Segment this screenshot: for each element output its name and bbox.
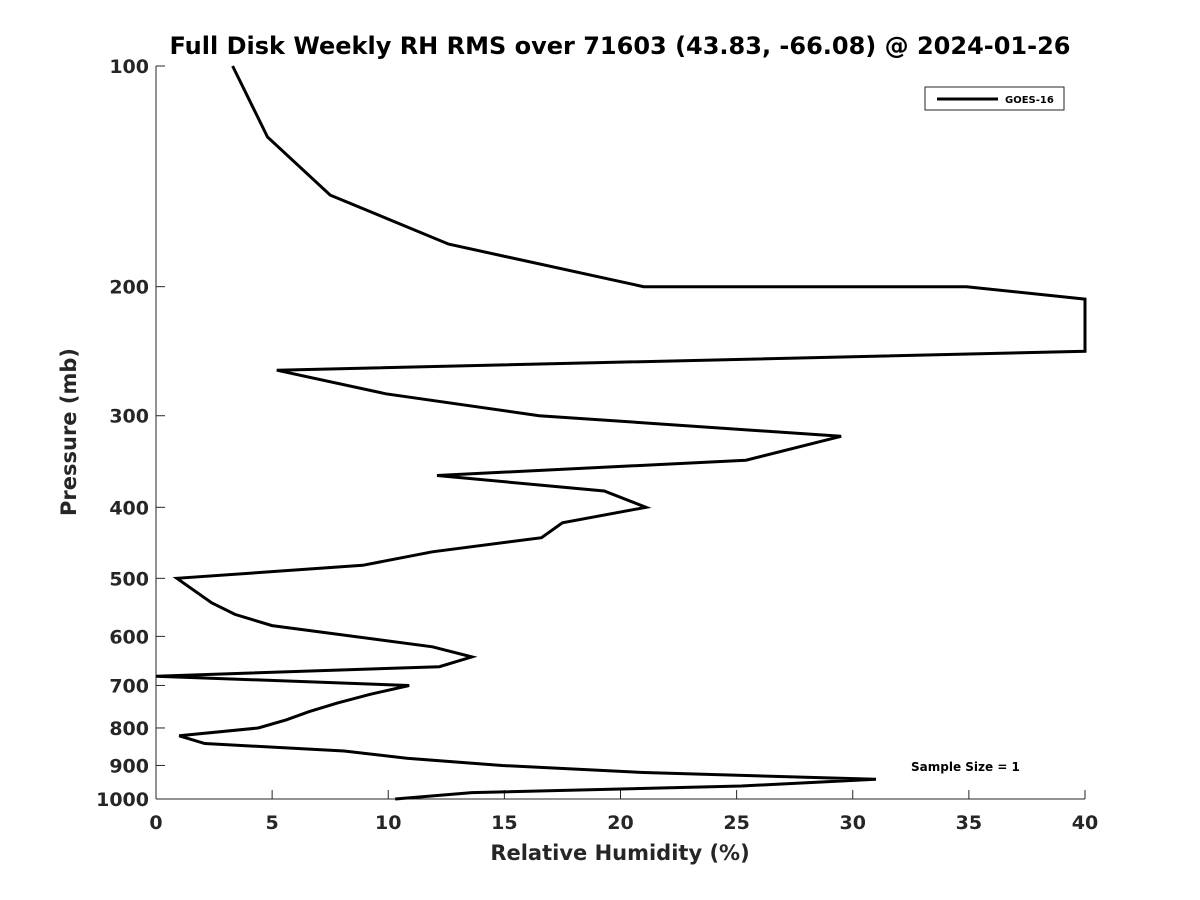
x-tick-label: 0 [149,812,162,834]
x-tick-label: 20 [607,812,633,834]
legend: GOES-16 [924,86,1065,111]
y-axis-label: Pressure (mb) [57,348,81,516]
y-tick-label: 700 [109,675,149,697]
y-tick-label: 300 [109,406,149,428]
x-tick-label: 15 [491,812,517,834]
sample-size-annotation: Sample Size = 1 [911,760,1020,774]
x-tick-label: 25 [723,812,749,834]
y-tick-label: 900 [109,755,149,777]
y-tick-label: 400 [109,497,149,519]
x-tick-label: 5 [266,812,279,834]
x-tick-label: 40 [1072,812,1098,834]
y-tick-label: 200 [109,277,149,299]
legend-label-goes-16: GOES-16 [1005,95,1054,106]
y-axis-ticks: 100 200 300 400 500 600 700 800 900 1000 [96,56,165,811]
series-layer [155,65,1087,801]
series-line-goes-16 [155,65,1087,801]
y-tick-label: 100 [109,56,149,78]
y-tick-label: 1000 [96,789,149,811]
x-tick-label: 10 [375,812,401,834]
chart-title: Full Disk Weekly RH RMS over 71603 (43.8… [169,32,1070,60]
x-axis-label: Relative Humidity (%) [490,841,749,865]
x-tick-label: 30 [840,812,866,834]
x-axis-ticks: 0 5 10 15 20 25 30 35 40 [149,790,1098,834]
y-tick-label: 500 [109,568,149,590]
x-tick-label: 35 [956,812,982,834]
plot-area-frame [156,66,1085,799]
y-tick-label: 600 [109,626,149,648]
y-tick-label: 800 [109,718,149,740]
